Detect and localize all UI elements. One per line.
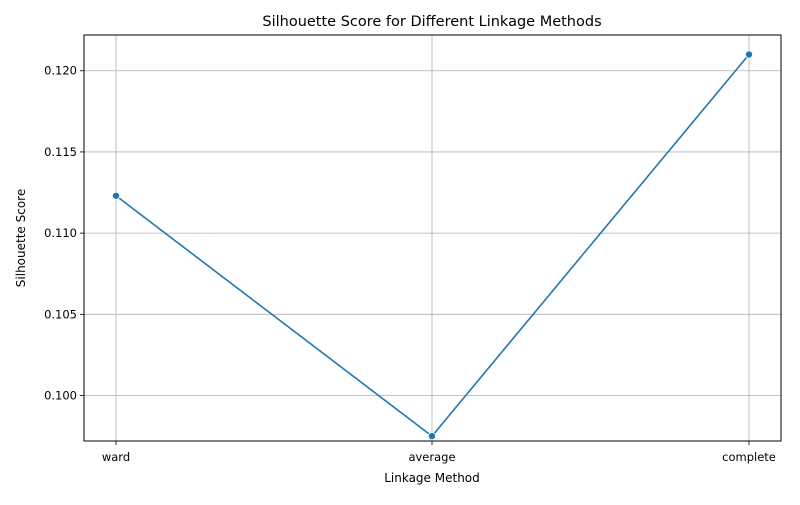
axis-ticks: ward average complete 0.100 0.105 0.110 0.115 0… bbox=[44, 64, 776, 464]
y-tick-label: 0.105 bbox=[44, 307, 77, 321]
data-point-complete bbox=[745, 50, 754, 59]
chart-title: Silhouette Score for Different Linkage M… bbox=[262, 14, 601, 30]
x-tick-label: ward bbox=[102, 450, 130, 464]
data-point-ward bbox=[112, 191, 121, 200]
y-axis-label: Silhouette Score bbox=[14, 189, 28, 287]
y-tick-label: 0.110 bbox=[44, 226, 77, 240]
plot-frame bbox=[83, 34, 782, 442]
y-tick-label: 0.100 bbox=[44, 389, 77, 403]
series-silhouette-score bbox=[112, 50, 754, 441]
x-axis-label: Linkage Method bbox=[384, 471, 480, 485]
x-tick-label: average bbox=[408, 450, 455, 464]
data-point-average bbox=[427, 432, 436, 441]
gridlines bbox=[84, 35, 781, 441]
x-tick-label: complete bbox=[722, 450, 776, 464]
y-tick-label: 0.120 bbox=[44, 64, 77, 78]
y-tick-label: 0.115 bbox=[44, 145, 77, 159]
